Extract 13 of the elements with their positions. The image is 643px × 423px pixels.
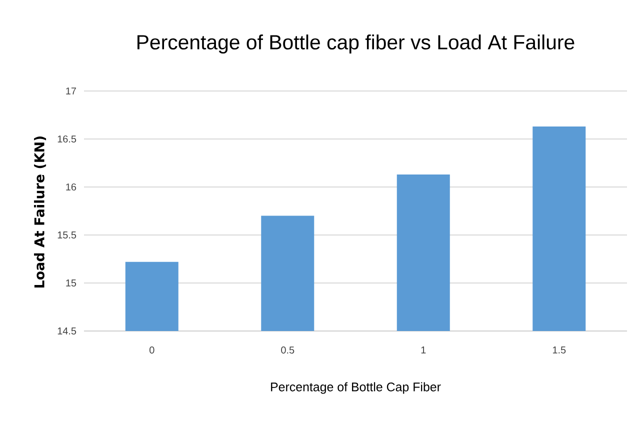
x-axis-title: Percentage of Bottle Cap Fiber (271, 382, 441, 394)
y-tick-label: 15.5 (58, 232, 76, 238)
y-tick-label: 14.5 (58, 328, 76, 334)
y-tick-label: 16 (66, 183, 76, 191)
y-axis-title: Load At Failure (KN) (34, 136, 46, 288)
x-tick-label: 0 (150, 346, 154, 354)
chart-title: Percentage of Bottle cap fiber vs Load At Failure (138, 34, 574, 54)
x-tick-label: 1 (421, 346, 426, 354)
y-tick-label: 16.5 (58, 135, 76, 143)
y-tick-label: 15 (66, 280, 76, 286)
x-tick-label: 1.5 (552, 346, 566, 354)
y-tick-label: 17 (66, 88, 76, 94)
x-tick-label: 0.5 (281, 346, 294, 354)
